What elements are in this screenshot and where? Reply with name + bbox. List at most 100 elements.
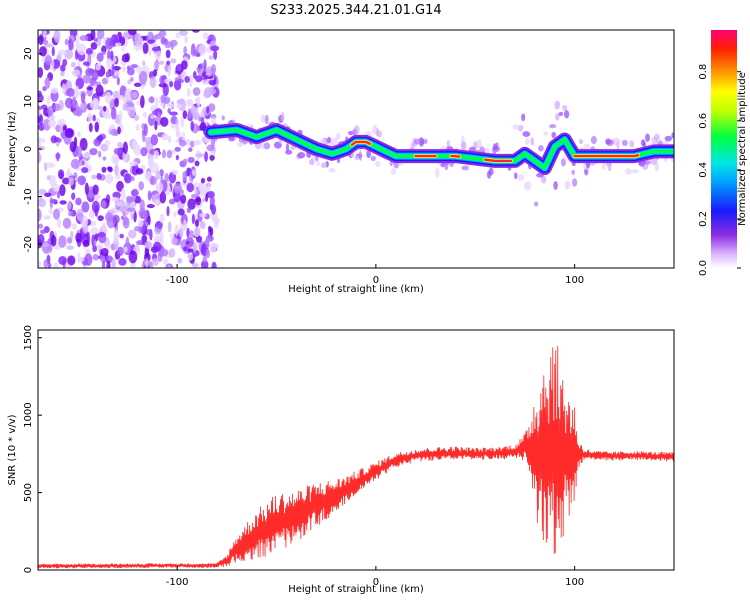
noise-blob bbox=[191, 169, 197, 176]
noise-blob bbox=[133, 114, 140, 121]
noise-blob bbox=[79, 138, 88, 151]
ridge-halo-blob bbox=[583, 143, 591, 149]
noise-blob bbox=[38, 223, 44, 229]
ridge-halo-blob bbox=[631, 169, 639, 174]
ridge-halo-blob bbox=[525, 137, 530, 146]
noise-blob bbox=[147, 39, 156, 44]
snr-y-label: SNR (10 * v/v) bbox=[7, 414, 18, 485]
noise-blob bbox=[105, 37, 114, 50]
noise-blob bbox=[164, 172, 169, 184]
noise-blob bbox=[70, 158, 80, 170]
noise-blob bbox=[104, 139, 111, 146]
noise-blob bbox=[180, 116, 185, 129]
noise-blob bbox=[198, 64, 203, 70]
x-tick-label: -100 bbox=[166, 577, 189, 588]
ridge-halo-blob bbox=[264, 114, 269, 125]
noise-blob bbox=[204, 151, 209, 162]
noise-blob bbox=[101, 45, 107, 54]
colorbar-tick-label: 0.6 bbox=[698, 113, 709, 129]
ridge-halo-blob bbox=[476, 139, 482, 149]
noise-blob bbox=[124, 88, 133, 101]
noise-blob bbox=[101, 260, 106, 268]
noise-blob bbox=[127, 79, 132, 85]
noise-blob bbox=[135, 168, 144, 175]
ridge-halo-blob bbox=[461, 165, 469, 171]
noise-blob bbox=[71, 192, 76, 200]
noise-blob bbox=[58, 256, 67, 265]
noise-blob bbox=[142, 111, 148, 118]
noise-blob bbox=[94, 121, 100, 133]
noise-blob bbox=[160, 175, 164, 185]
noise-blob bbox=[173, 211, 177, 218]
ridge-halo-blob bbox=[285, 143, 290, 152]
noise-blob bbox=[159, 231, 164, 243]
ridge-halo-blob bbox=[366, 150, 372, 159]
snr-x-ticks: -100 0 100 bbox=[166, 566, 584, 588]
noise-blob bbox=[75, 197, 82, 206]
noise-blob bbox=[190, 48, 198, 57]
ridge-halo-blob bbox=[537, 145, 544, 152]
noise-blob bbox=[44, 192, 52, 198]
noise-blob bbox=[59, 200, 67, 205]
noise-blob bbox=[105, 71, 111, 78]
ridge-halo-blob bbox=[560, 158, 566, 167]
ridge-hot-red bbox=[573, 154, 640, 158]
noise-blob bbox=[116, 76, 120, 86]
noise-blob bbox=[81, 167, 89, 174]
noise-blob bbox=[84, 253, 93, 267]
noise-blob bbox=[184, 35, 189, 44]
noise-blob bbox=[41, 242, 50, 248]
ridge-halo-blob bbox=[316, 160, 320, 167]
noise-blob bbox=[178, 227, 184, 238]
noise-blob bbox=[101, 77, 109, 85]
ridge-halo-blob bbox=[521, 113, 526, 122]
noise-blob bbox=[70, 61, 76, 68]
noise-blob bbox=[119, 233, 124, 239]
noise-blob bbox=[44, 43, 54, 48]
ridge-halo-blob bbox=[210, 117, 217, 125]
noise-blob bbox=[192, 242, 197, 254]
noise-blob bbox=[57, 49, 66, 56]
noise-blob bbox=[140, 95, 145, 109]
noise-blob bbox=[85, 248, 91, 256]
noise-blob bbox=[206, 105, 210, 114]
noise-blob bbox=[169, 81, 174, 88]
ridge-halo-blob bbox=[564, 109, 570, 119]
noise-blob bbox=[122, 141, 128, 155]
noise-blob bbox=[144, 252, 151, 262]
noise-blob bbox=[202, 32, 209, 40]
noise-blob bbox=[200, 177, 206, 184]
noise-blob bbox=[195, 97, 200, 104]
ridge-halo-blob bbox=[551, 131, 556, 139]
noise-blob bbox=[166, 149, 173, 159]
noise-blob bbox=[205, 237, 210, 249]
noise-blob bbox=[105, 239, 111, 250]
noise-blob bbox=[71, 69, 81, 77]
ridge-halo-blob bbox=[514, 172, 518, 180]
noise-blob bbox=[161, 133, 169, 141]
noise-blob bbox=[119, 110, 123, 123]
noise-blob bbox=[77, 145, 82, 159]
noise-blob bbox=[38, 208, 42, 222]
y-tick-label: 1000 bbox=[23, 402, 34, 427]
noise-blob bbox=[46, 95, 51, 106]
noise-blob bbox=[205, 248, 211, 259]
ridge-halo-blob bbox=[601, 162, 606, 171]
noise-blob bbox=[131, 139, 138, 148]
noise-blob bbox=[167, 107, 171, 114]
noise-blob bbox=[166, 103, 175, 108]
noise-blob bbox=[177, 63, 182, 72]
noise-blob bbox=[162, 258, 169, 265]
noise-blob bbox=[189, 229, 194, 239]
noise-blob bbox=[126, 207, 136, 212]
noise-blob bbox=[38, 233, 45, 246]
noise-blob bbox=[81, 201, 90, 213]
noise-blob bbox=[192, 112, 200, 121]
noise-blob bbox=[130, 189, 138, 197]
noise-blob bbox=[194, 160, 200, 167]
noise-blob bbox=[129, 160, 138, 167]
x-tick-label: 0 bbox=[373, 577, 379, 588]
noise-blob bbox=[202, 71, 207, 78]
noise-blob bbox=[76, 208, 84, 222]
noise-blob bbox=[51, 46, 55, 57]
